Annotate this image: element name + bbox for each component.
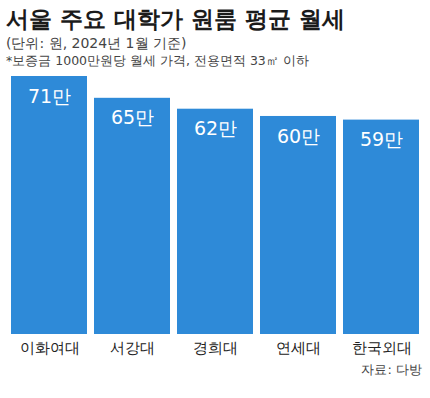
svg-text:71만: 71만 [28, 85, 71, 107]
svg-text:이화여대: 이화여대 [20, 339, 80, 357]
html-text:(단위: 원, 2024년 1월 기준): (단위: 원, 2024년 1월 기준) [6, 35, 187, 51]
svg-text:한국외대: 한국외대 [352, 339, 412, 357]
html-text:자료: 다방: 자료: 다방 [361, 362, 422, 377]
svg-text:연세대: 연세대 [276, 339, 321, 357]
svg-text:62만: 62만 [194, 117, 237, 139]
svg-text:65만: 65만 [111, 106, 154, 128]
html-text:서울 주요 대학가 원룸 평균 월세: 서울 주요 대학가 원룸 평균 월세 [6, 6, 345, 32]
html-text:*보증금 1000만원당 월세 가격, 전용면적 33㎡ 이: *보증금 1000만원당 월세 가격, 전용면적 33㎡ 이하 [6, 53, 309, 68]
svg-text:경희대: 경희대 [193, 339, 238, 357]
svg-text:서강대: 서강대 [110, 339, 155, 357]
svg-text:60만: 60만 [277, 125, 320, 147]
svg-text:59만: 59만 [360, 128, 403, 150]
